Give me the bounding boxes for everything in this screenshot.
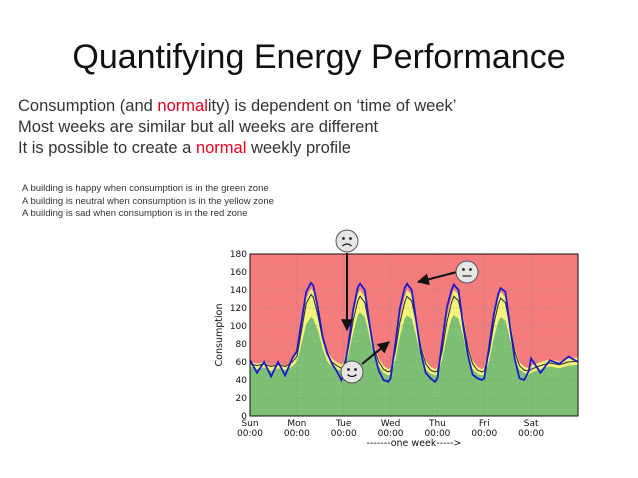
x-tick-day: Mon <box>287 419 306 429</box>
bullet-line-2: Most weeks are similar but all weeks are… <box>18 117 456 138</box>
slide-title: Quantifying Energy Performance <box>72 38 566 76</box>
bullet-text: It is possible to create a <box>18 139 196 157</box>
y-axis-label: Consumption <box>214 304 225 367</box>
actual-consumption-line <box>250 281 578 384</box>
x-tick-time: 00:00 <box>378 429 404 439</box>
bullet-line-1: Consumption (and normality) is dependent… <box>18 96 456 117</box>
x-axis-label: -------one week-----> <box>367 438 462 449</box>
y-tick-label: 0 <box>241 412 247 422</box>
bullet-text: Most weeks are similar but all weeks are… <box>18 118 379 136</box>
bullet-text: ity) is dependent on ‘time of week’ <box>207 97 457 115</box>
x-tick-day: Fri <box>479 419 490 429</box>
bullet-lines: Consumption (and normality) is dependent… <box>18 96 456 159</box>
note-neutral: A building is neutral when consumption i… <box>22 195 274 207</box>
y-tick-label: 40 <box>236 376 248 386</box>
x-tick-time: 00:00 <box>284 429 310 439</box>
y-tick-label: 100 <box>230 322 247 332</box>
note-sad: A building is sad when consumption is in… <box>22 208 248 219</box>
y-tick-label: 20 <box>236 394 248 404</box>
y-tick-label: 120 <box>230 304 247 314</box>
x-tick-time: 00:00 <box>471 429 497 439</box>
highlight-word-normal: normal <box>157 97 208 115</box>
bullet-text: Consumption (and <box>18 97 158 115</box>
x-tick-time: 00:00 <box>331 429 357 439</box>
plot-frame <box>249 253 579 417</box>
y-tick-label: 60 <box>236 358 248 368</box>
x-axis: Sun00:00Mon00:00Tue00:00Wed00:00Thu00:00… <box>237 419 544 439</box>
x-tick-day: Wed <box>381 419 401 429</box>
normal-profile-line <box>250 293 578 373</box>
x-tick-day: Sun <box>241 419 258 429</box>
note-happy: A building is happy when consumption is … <box>22 183 269 194</box>
y-tick-label: 160 <box>230 268 247 278</box>
happy-arrow <box>361 341 390 365</box>
x-tick-time: 00:00 <box>237 429 263 439</box>
neutral-arrow <box>416 271 458 286</box>
y-tick-label: 180 <box>230 250 247 260</box>
y-tick-label: 80 <box>236 340 248 350</box>
x-tick-time: 00:00 <box>518 429 544 439</box>
x-tick-day: Thu <box>428 419 446 429</box>
x-tick-day: Tue <box>335 419 352 429</box>
sad-face-icon <box>335 229 359 253</box>
y-tick-label: 140 <box>230 286 247 296</box>
x-tick-time: 00:00 <box>424 429 450 439</box>
highlight-word-normal: normal <box>195 139 247 157</box>
zone-notes: A building is happy when consumption is … <box>22 183 274 221</box>
bullet-line-3: It is possible to create a normal weekly… <box>18 138 456 159</box>
happy-face-icon <box>340 360 364 384</box>
neutral-face-icon <box>455 260 479 284</box>
bullet-text: weekly profile <box>246 139 351 157</box>
green-zone <box>250 312 578 416</box>
y-axis: 0 20 40 60 80 100 120 140 160 180 <box>230 250 247 422</box>
x-tick-day: Sat <box>524 419 539 429</box>
